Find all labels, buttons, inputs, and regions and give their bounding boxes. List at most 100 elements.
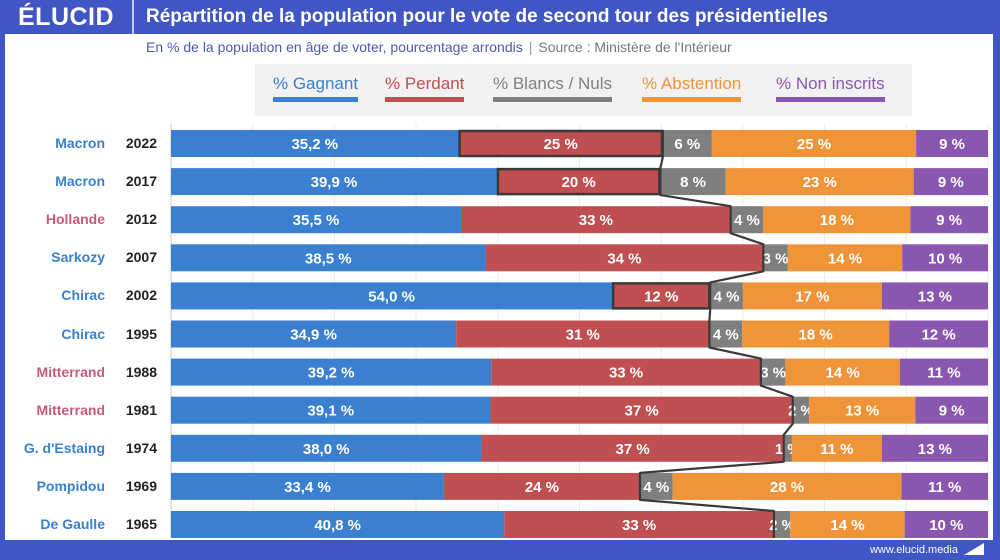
- data-label: 2 %: [788, 403, 814, 420]
- bar-segment-abstention: [791, 434, 882, 462]
- bar-segment-gagnant: [171, 282, 613, 310]
- bar-segment-blancs: [639, 472, 673, 500]
- data-label: 4 %: [713, 327, 739, 344]
- legend-item-perdant: % Perdant: [385, 74, 465, 102]
- bar-segment-abstention: [809, 396, 916, 424]
- legend-swatch: [776, 97, 885, 102]
- elucid-logo: ÉLUCID: [18, 3, 115, 31]
- row-candidate-name: Chirac: [61, 325, 105, 342]
- bar-segment-perdant: [456, 320, 710, 348]
- data-label: 38,0 %: [303, 441, 350, 458]
- data-label: 12 %: [644, 288, 678, 305]
- data-label: 3 %: [763, 250, 789, 267]
- bar-segment-gagnant: [171, 130, 459, 157]
- bar-segment-perdant: [485, 244, 764, 272]
- data-label: 18 %: [820, 212, 854, 229]
- data-label: 23 %: [803, 174, 837, 191]
- bar-segment-blancs: [662, 130, 712, 157]
- data-label: 9 %: [938, 174, 964, 191]
- bar-segment-non_inscrits: [881, 434, 988, 462]
- bar-segment-gagnant: [171, 320, 457, 348]
- data-label: 14 %: [828, 250, 862, 267]
- data-label: 13 %: [918, 441, 952, 458]
- row-year: 2007: [125, 249, 157, 266]
- data-label: 10 %: [929, 517, 963, 534]
- row-year: 1965: [125, 516, 157, 532]
- data-label: 13 %: [845, 403, 879, 420]
- bar-segment-non_inscrits: [889, 320, 988, 348]
- bar-segment-abstention: [711, 130, 917, 157]
- bar-segment-abstention: [785, 358, 900, 386]
- data-label: 33 %: [609, 365, 643, 382]
- bar-segment-perdant: [481, 434, 784, 462]
- data-label: 14 %: [825, 365, 859, 382]
- legend-swatch: [385, 97, 465, 102]
- footer-url[interactable]: www.elucid.media: [869, 544, 958, 556]
- bar-segment-non_inscrits: [904, 511, 988, 538]
- legend-label: % Perdant: [385, 74, 465, 93]
- bar-segment-gagnant: [171, 511, 505, 538]
- data-label: 3 %: [760, 365, 786, 382]
- data-label: 39,2 %: [308, 365, 355, 382]
- bar-segment-non_inscrits: [902, 244, 988, 272]
- bar-segment-abstention: [763, 206, 911, 234]
- bar-segment-blancs: [792, 396, 810, 424]
- bar-segment-abstention: [672, 472, 902, 500]
- row-candidate-name: Macron: [55, 173, 105, 190]
- data-label: 11 %: [928, 479, 961, 496]
- legend-swatch: [493, 97, 613, 102]
- bar-segment-non_inscrits: [915, 396, 988, 424]
- legend-swatch: [642, 97, 742, 102]
- row-year: 1995: [125, 325, 157, 342]
- legend-item-non-inscrits: % Non inscrits: [776, 74, 885, 102]
- row-candidate-name: Macron: [55, 135, 105, 151]
- bar-segment-gagnant: [171, 168, 497, 196]
- data-label: 4 %: [734, 212, 760, 229]
- data-label: 10 %: [928, 250, 962, 267]
- row-candidate-name: Chirac: [61, 287, 105, 304]
- data-label: 39,1 %: [307, 403, 354, 420]
- data-label: 34 %: [607, 250, 641, 267]
- data-label: 25 %: [797, 136, 831, 153]
- data-label: 37 %: [624, 403, 658, 420]
- data-label: 31 %: [566, 327, 600, 344]
- data-label: 39,9 %: [311, 174, 358, 191]
- data-label: 9 %: [939, 403, 965, 420]
- data-label: 18 %: [799, 327, 833, 344]
- chart-title: Répartition de la population pour le vot…: [146, 6, 828, 27]
- legend-label: % Blancs / Nuls: [493, 74, 613, 93]
- bar-segment-perdant: [461, 206, 731, 234]
- data-label: 6 %: [674, 136, 700, 153]
- row-candidate-name: Mitterrand: [36, 363, 105, 380]
- data-label: 9 %: [936, 212, 962, 229]
- bar-segment-perdant: [443, 472, 640, 500]
- logo-divider: [132, 0, 134, 34]
- data-label: 35,5 %: [293, 212, 340, 229]
- bar-segment-abstention: [790, 511, 905, 538]
- bar-segment-gagnant: [171, 358, 492, 386]
- subtitle-separator: |: [528, 39, 533, 55]
- bar-segment-gagnant: [171, 244, 486, 272]
- bar-segment-non_inscrits: [910, 206, 988, 234]
- bar-segment-perdant: [496, 168, 661, 196]
- data-label: 35,2 %: [291, 136, 338, 153]
- source-text: Source : Ministère de l'Intérieur: [538, 39, 732, 55]
- row-candidate-name: Pompidou: [36, 477, 105, 494]
- bar-segment-blancs: [783, 434, 792, 462]
- legend: % Gagnant % Perdant % Blancs / Nuls % Ab…: [255, 64, 912, 116]
- row-candidate-name: De Gaulle: [40, 516, 105, 532]
- row-year: 1981: [125, 401, 157, 418]
- data-label: 40,8 %: [314, 517, 361, 534]
- bar-segment-perdant: [490, 396, 793, 424]
- row-year: 2017: [125, 173, 157, 190]
- data-label: 8 %: [680, 174, 706, 191]
- bar-segment-abstention: [725, 168, 914, 196]
- data-label: 33 %: [622, 517, 656, 534]
- bar-segment-non_inscrits: [916, 130, 988, 157]
- legend-item-blancs: % Blancs / Nuls: [493, 74, 613, 102]
- data-label: 33 %: [579, 212, 613, 229]
- data-label: 38,5 %: [305, 250, 352, 267]
- legend-label: % Non inscrits: [776, 74, 885, 93]
- data-label: 9 %: [939, 136, 965, 153]
- bar-segment-perdant: [504, 511, 774, 538]
